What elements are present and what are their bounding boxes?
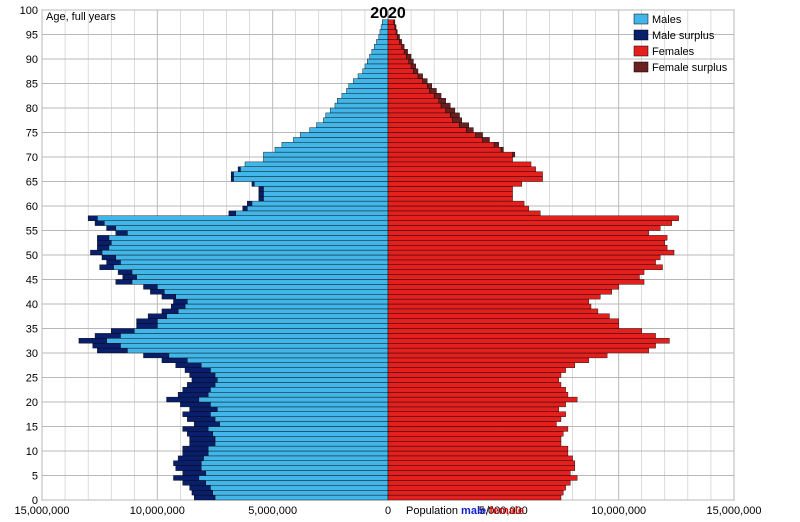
y-tick: 30 — [26, 348, 38, 360]
y-tick: 15 — [26, 422, 38, 434]
y-tick: 65 — [26, 177, 38, 189]
chart-title: 2020 — [370, 5, 406, 22]
y-tick: 95 — [26, 30, 38, 42]
x-tick: 5,000,000 — [248, 505, 297, 517]
x-tick: 10,000,000 — [591, 505, 646, 517]
legend-swatch-females — [634, 46, 648, 56]
legend-label-males: Males — [652, 14, 682, 26]
x-axis-label: Population male/female — [406, 505, 524, 517]
y-tick: 40 — [26, 299, 38, 311]
y-tick: 90 — [26, 54, 38, 66]
y-tick: 10 — [26, 446, 38, 458]
x-tick: 15,000,000 — [14, 505, 69, 517]
x-tick: 10,000,000 — [130, 505, 185, 517]
legend-swatch-males — [634, 14, 648, 24]
y-tick: 45 — [26, 275, 38, 287]
y-tick: 85 — [26, 79, 38, 91]
x-tick: 15,000,000 — [706, 505, 761, 517]
legend-swatch-male_surplus — [634, 30, 648, 40]
legend-label-male_surplus: Male surplus — [652, 30, 715, 42]
legend-label-females: Females — [652, 46, 695, 58]
y-tick: 25 — [26, 373, 38, 385]
y-tick: 60 — [26, 201, 38, 213]
y-axis-label: Age, full years — [46, 11, 116, 23]
y-tick: 70 — [26, 152, 38, 164]
legend-label-female_surplus: Female surplus — [652, 62, 728, 74]
y-tick: 80 — [26, 103, 38, 115]
y-tick: 100 — [20, 5, 38, 17]
y-tick: 50 — [26, 250, 38, 262]
y-tick: 5 — [32, 471, 38, 483]
legend-swatch-female_surplus — [634, 62, 648, 72]
population-pyramid-chart: 0 5 10 15 20 25 30 35 40 45 50 55 60 65 70 75 80 85 90 95 10… — [0, 0, 800, 522]
y-tick: 35 — [26, 324, 38, 336]
y-tick: 55 — [26, 226, 38, 238]
x-tick: 0 — [385, 505, 391, 517]
y-tick: 75 — [26, 128, 38, 140]
y-tick: 20 — [26, 397, 38, 409]
